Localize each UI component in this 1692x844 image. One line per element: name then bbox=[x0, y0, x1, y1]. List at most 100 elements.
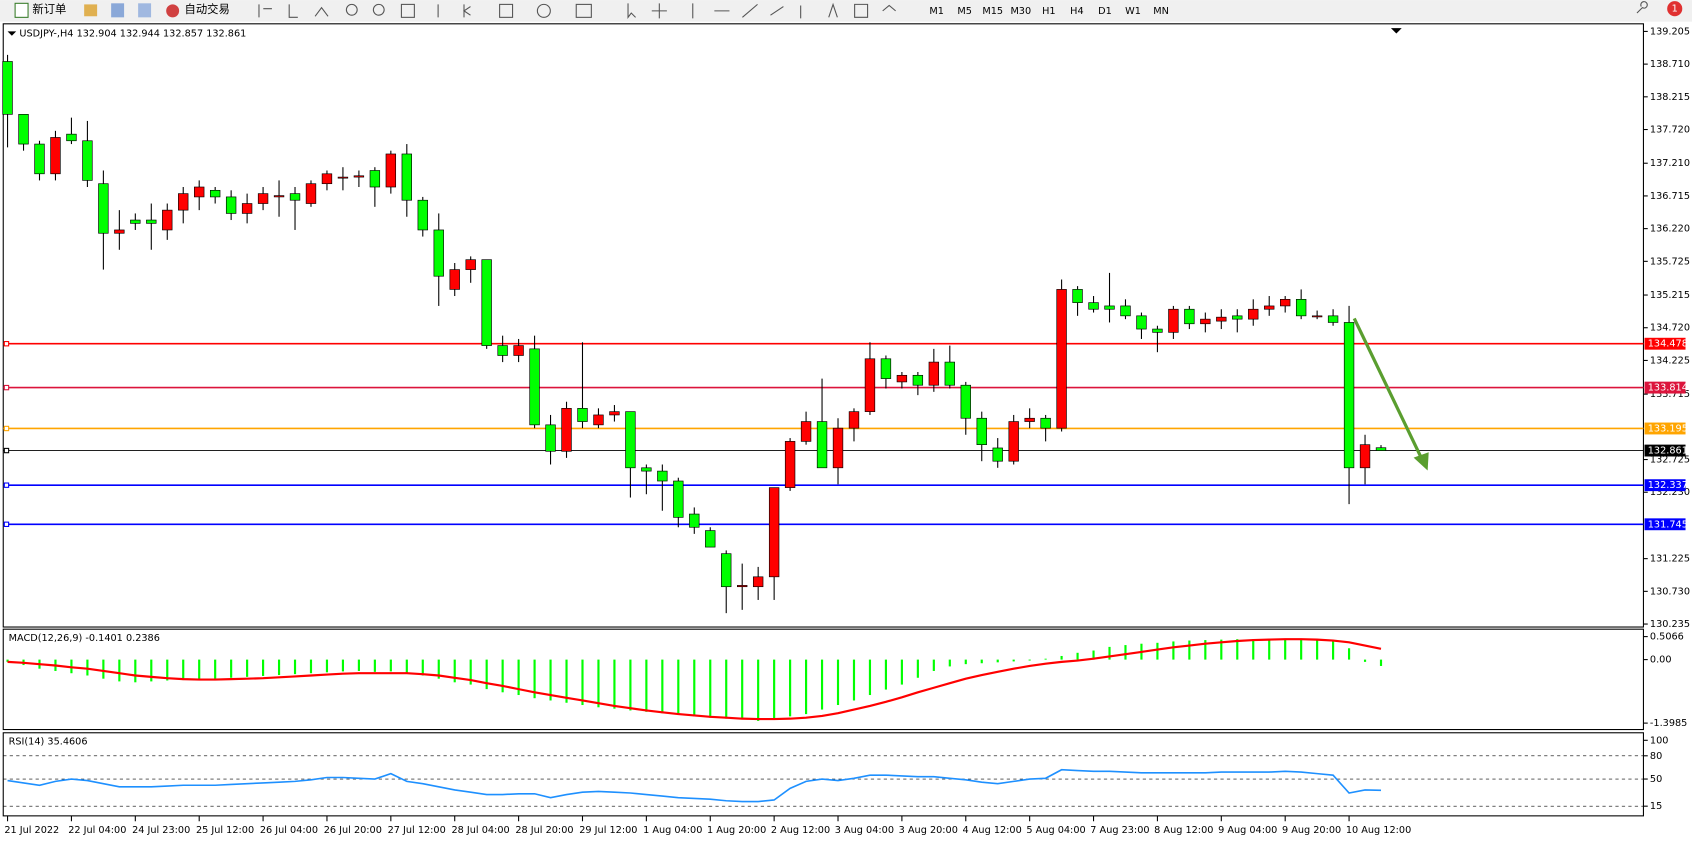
macd-bar bbox=[1028, 659, 1031, 661]
timeframe-button[interactable]: M30 bbox=[1010, 6, 1031, 17]
candle-body bbox=[1311, 315, 1323, 318]
panel-arrow bbox=[7, 31, 17, 36]
candle-body bbox=[321, 173, 333, 185]
x-tick-label: 5 Aug 04:00 bbox=[1026, 825, 1085, 836]
icon[interactable] bbox=[437, 4, 471, 18]
candle-body bbox=[689, 513, 700, 528]
y-tick-label: 100 bbox=[1650, 735, 1669, 746]
plot: 139.205 138.710 138.215 137.720 137.210 136.7… bbox=[2, 26, 1690, 836]
notification-count[interactable]: 1 bbox=[1672, 4, 1678, 15]
icon[interactable] bbox=[111, 3, 125, 18]
macd-bar bbox=[773, 659, 776, 719]
icon[interactable] bbox=[345, 3, 358, 16]
candle-body bbox=[50, 137, 61, 175]
macd-bar bbox=[309, 659, 313, 674]
macd-bar bbox=[852, 659, 856, 701]
icon[interactable] bbox=[14, 2, 29, 18]
candle-body bbox=[1375, 447, 1387, 451]
y-tick-label: 0.5066 bbox=[1650, 632, 1684, 643]
x-tick-label: 21 Jul 2022 bbox=[4, 825, 59, 836]
candle-body bbox=[1343, 322, 1355, 469]
candle-body bbox=[146, 219, 157, 224]
candle-body bbox=[257, 193, 269, 204]
notification-badge[interactable] bbox=[1667, 1, 1683, 17]
candle-body bbox=[1072, 289, 1083, 303]
icon[interactable] bbox=[536, 3, 551, 18]
timeframe-button[interactable]: M1 bbox=[929, 6, 944, 17]
y-tick-label: -1.3985 bbox=[1650, 718, 1687, 729]
candle-body bbox=[784, 441, 796, 488]
candle-body bbox=[1136, 315, 1147, 330]
icon[interactable] bbox=[84, 4, 98, 17]
macd-bar bbox=[1379, 659, 1383, 666]
x-tick-label: 27 Jul 12:00 bbox=[388, 825, 446, 836]
candle-body bbox=[82, 140, 93, 181]
candle-body bbox=[481, 259, 492, 346]
macd-bar bbox=[613, 659, 616, 709]
macd-bar bbox=[741, 659, 744, 720]
timeframe-button[interactable]: D1 bbox=[1098, 6, 1112, 17]
candle-body bbox=[353, 175, 365, 178]
icon[interactable] bbox=[138, 3, 152, 18]
candle-body bbox=[992, 447, 1003, 462]
main-panel bbox=[2, 23, 1644, 628]
timeframe-button[interactable]: W1 bbox=[1125, 6, 1141, 17]
macd-bar bbox=[836, 659, 840, 706]
macd-bar bbox=[1060, 655, 1063, 660]
candle-body bbox=[369, 170, 381, 188]
arrow-line bbox=[1352, 317, 1424, 461]
macd-bar bbox=[964, 659, 967, 665]
candle-body bbox=[529, 348, 540, 426]
icon[interactable] bbox=[400, 3, 415, 18]
candle-body bbox=[1120, 305, 1131, 317]
macd-bar bbox=[357, 659, 360, 671]
macd-bar bbox=[118, 659, 121, 682]
icon[interactable] bbox=[372, 3, 385, 16]
candle-body bbox=[114, 229, 125, 234]
macd-bar bbox=[214, 659, 217, 679]
auto-trading[interactable]: 自动交易 bbox=[185, 2, 230, 16]
y-tick-label: 135.725 bbox=[1650, 256, 1690, 267]
candle-body bbox=[194, 186, 205, 198]
timeframe-button[interactable]: MN bbox=[1153, 6, 1169, 17]
candle-body bbox=[705, 530, 716, 548]
price-label: 133.195 bbox=[1648, 423, 1688, 434]
candle-body bbox=[449, 269, 460, 290]
timeframe-button[interactable]: H1 bbox=[1042, 6, 1055, 17]
candle-body bbox=[305, 183, 317, 204]
level-handle bbox=[3, 341, 10, 347]
timeframe-button[interactable]: M5 bbox=[957, 6, 972, 17]
macd-bar bbox=[1108, 646, 1111, 660]
icon[interactable] bbox=[575, 3, 592, 18]
icon[interactable] bbox=[627, 2, 896, 19]
macd-bar bbox=[916, 659, 919, 678]
x-tick-label: 25 Jul 12:00 bbox=[196, 825, 254, 836]
candle-body bbox=[880, 358, 892, 379]
price-label: 131.745 bbox=[1648, 519, 1688, 530]
new-order[interactable]: 新订单 bbox=[32, 2, 66, 16]
macd-bar bbox=[1300, 639, 1303, 660]
icon[interactable] bbox=[166, 4, 180, 18]
candle-body bbox=[178, 193, 189, 211]
search-icon[interactable] bbox=[1636, 1, 1648, 14]
icon[interactable] bbox=[499, 3, 514, 18]
macd-bar bbox=[645, 659, 648, 712]
main-title: USDJPY-,H4 132.904 132.944 132.857 132.8… bbox=[19, 29, 246, 40]
candle-body bbox=[1184, 308, 1195, 325]
price-label-bg bbox=[1644, 422, 1686, 435]
macd-bar bbox=[868, 659, 872, 696]
timeframe-button[interactable]: H4 bbox=[1070, 6, 1083, 17]
y-tick-label: 80 bbox=[1650, 751, 1662, 762]
macd-bar bbox=[86, 659, 89, 676]
candle-body bbox=[273, 195, 285, 198]
candle-body bbox=[18, 114, 29, 145]
timeframes: M1 M5 M15 M30 H1 H4 D1 W1 MN bbox=[929, 6, 1169, 17]
y-tick-label: 136.220 bbox=[1650, 224, 1690, 235]
macd-bar bbox=[757, 659, 760, 721]
macd-bar bbox=[884, 659, 888, 690]
timeframe-button[interactable]: M15 bbox=[982, 6, 1003, 17]
icon[interactable] bbox=[258, 4, 329, 18]
macd-bar bbox=[804, 659, 808, 715]
macd-bar bbox=[517, 659, 520, 696]
candle-body bbox=[864, 358, 876, 412]
